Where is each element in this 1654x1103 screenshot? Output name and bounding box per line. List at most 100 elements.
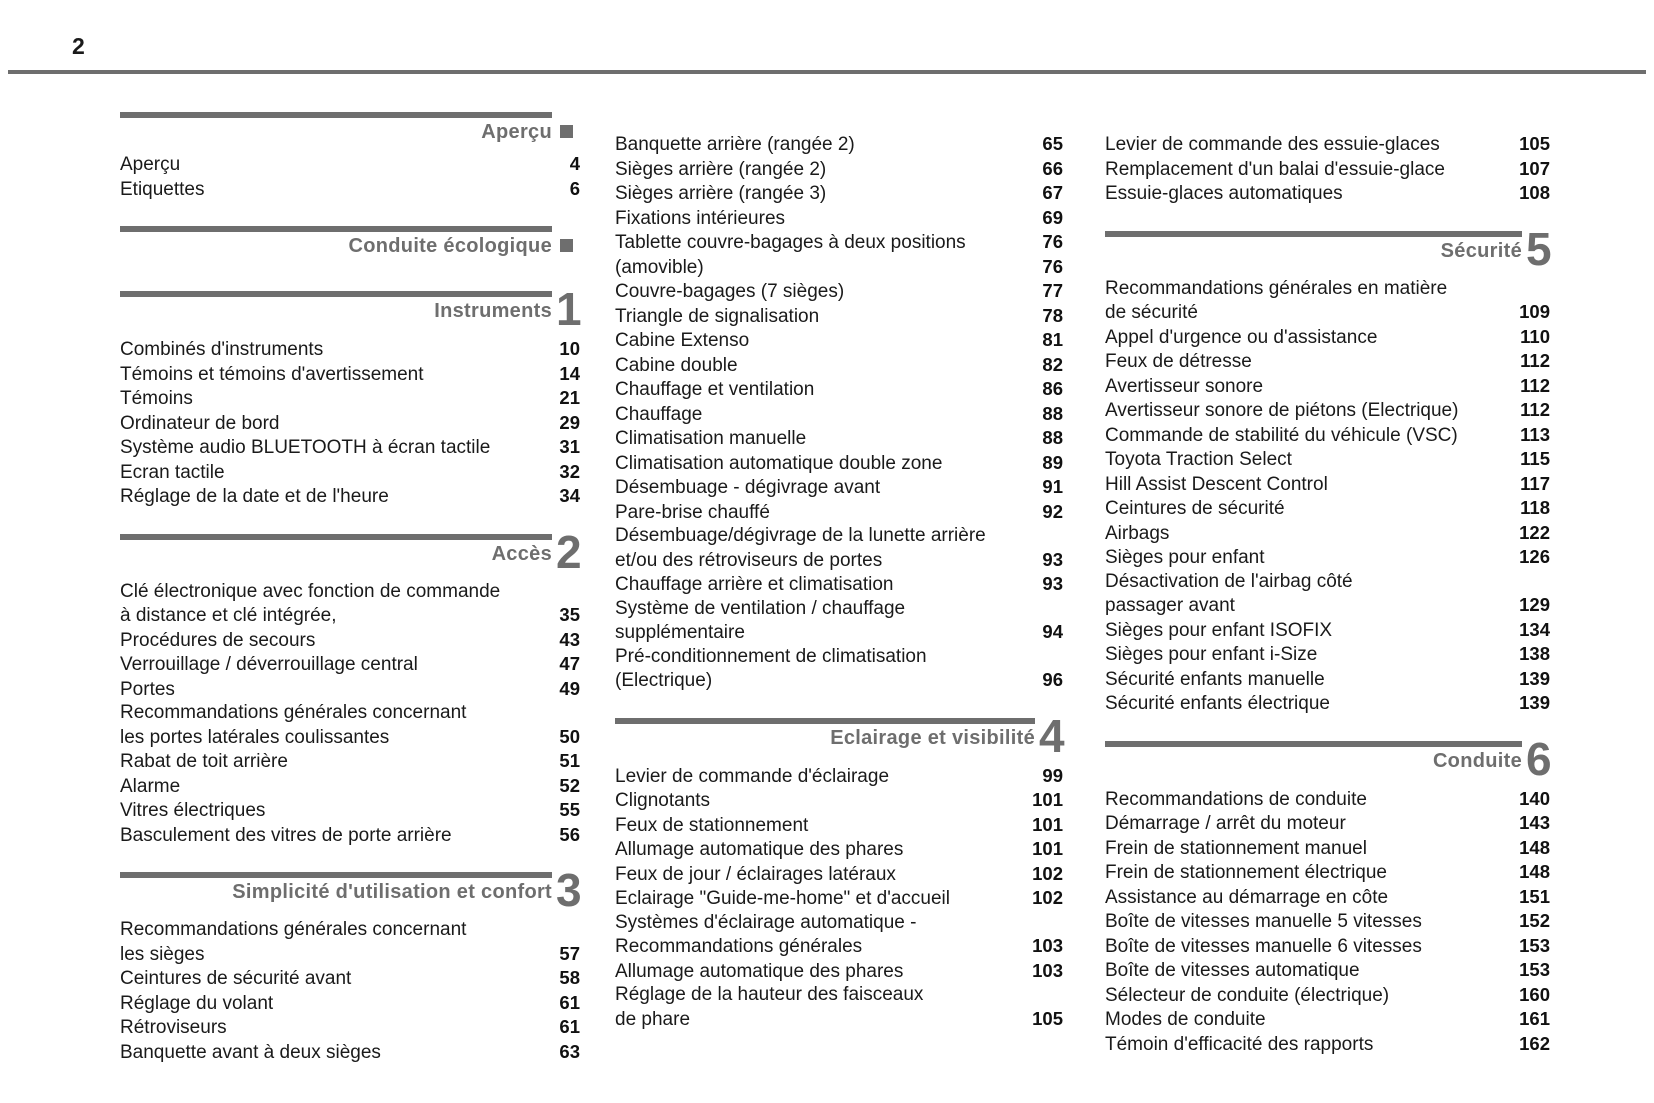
toc-entry: Sièges arrière (rangée 2) 66 bbox=[615, 157, 1063, 182]
toc-entry-line: Recommandations générales concernant bbox=[120, 918, 580, 942]
toc-entry-line: Assistance au démarrage en côte 151 bbox=[1105, 885, 1550, 910]
section-title: Conduite bbox=[1432, 749, 1522, 772]
toc-entry: Appel d'urgence ou d'assistance 110 bbox=[1105, 325, 1550, 350]
toc-entry-text: Système audio BLUETOOTH à écran tactile bbox=[120, 437, 491, 458]
toc-entry-line: Recommandations de conduite 140 bbox=[1105, 787, 1550, 812]
section-header-main: Simplicité d'utilisation et confort bbox=[120, 872, 552, 904]
toc-entry-text: Ecran tactile bbox=[120, 461, 225, 483]
toc-entry-text: Modes de conduite bbox=[1105, 1009, 1266, 1030]
toc-entry-page: 82 bbox=[1042, 353, 1063, 375]
toc-entry-page: 32 bbox=[559, 460, 580, 482]
toc-entry: Sièges arrière (rangée 3) 67 bbox=[615, 181, 1063, 206]
toc-entry-page: 31 bbox=[559, 436, 580, 457]
toc-entry-page: 112 bbox=[1520, 374, 1550, 396]
toc-entry-page: 103 bbox=[1032, 959, 1063, 981]
toc-entry-line: Portes 49 bbox=[120, 677, 580, 702]
toc-entry-text: Feux de stationnement bbox=[615, 814, 809, 836]
toc-entry-text: Chauffage et ventilation bbox=[615, 379, 815, 400]
toc-entry-page: 162 bbox=[1519, 1032, 1550, 1054]
toc-entry-text: Boîte de vitesses automatique bbox=[1105, 960, 1360, 981]
toc-entry-line: Désactivation de l'airbag côté bbox=[1105, 570, 1550, 594]
section-title: Simplicité d'utilisation et confort bbox=[232, 881, 552, 903]
toc-entry: Sièges pour enfant 126 bbox=[1105, 545, 1550, 570]
toc-entry-page: 69 bbox=[1042, 206, 1063, 228]
toc-entry: Triangle de signalisation 78 bbox=[615, 304, 1063, 329]
toc-entry-line: de sécurité 109 bbox=[1105, 300, 1550, 325]
toc-entry-page: 89 bbox=[1042, 451, 1063, 473]
toc-entry-page: 58 bbox=[559, 967, 580, 988]
toc-entry-page: 151 bbox=[1519, 885, 1550, 907]
section-header: Simplicité d'utilisation et confort 3 bbox=[120, 867, 582, 913]
toc-entry-page: 129 bbox=[1519, 594, 1550, 615]
section-header: Sécurité 5 bbox=[1105, 226, 1552, 272]
toc-entry-text: Sièges pour enfant bbox=[1105, 547, 1265, 568]
toc-entry-text: Banquette arrière (rangée 2) bbox=[615, 134, 855, 155]
toc-entry-line: Toyota Traction Select 115 bbox=[1105, 447, 1550, 472]
toc-entry-page: 65 bbox=[1042, 133, 1063, 154]
toc-entry-line: Boîte de vitesses manuelle 6 vitesses 153 bbox=[1105, 934, 1550, 959]
section-number-digit: 4 bbox=[1039, 709, 1065, 762]
toc-entry-page: 118 bbox=[1520, 497, 1550, 518]
toc-entry-page: 88 bbox=[1042, 402, 1063, 424]
toc-entry-page: 96 bbox=[1042, 669, 1063, 690]
toc-entry-line: Chauffage 88 bbox=[615, 402, 1063, 427]
toc-entry-text: Aperçu bbox=[120, 154, 181, 175]
toc-entry-text: Ordinateur de bord bbox=[120, 412, 280, 434]
toc-entry-page: 14 bbox=[559, 362, 580, 384]
toc-entry-page: 152 bbox=[1519, 910, 1550, 931]
toc-entry-line: passager avant 129 bbox=[1105, 593, 1550, 618]
toc-entry: Commande de stabilité du véhicule (VSC) 1… bbox=[1105, 423, 1550, 448]
toc-entry: Avertisseur sonore de piétons (Electriqu… bbox=[1105, 398, 1550, 423]
toc-entry-page: 78 bbox=[1042, 304, 1063, 326]
toc-entry-page: 76 bbox=[1042, 231, 1063, 252]
toc-entry-line: Témoins 21 bbox=[120, 386, 580, 411]
section-header-main: Conduite écologique bbox=[120, 226, 552, 258]
toc-entry: Climatisation manuelle 88 bbox=[615, 426, 1063, 451]
toc-entry: Feux de stationnement 101 bbox=[615, 813, 1063, 838]
toc-entry-line: Chauffage et ventilation 86 bbox=[615, 377, 1063, 402]
toc-entry-text: Témoins bbox=[120, 388, 193, 409]
toc-entry-text: Feux de détresse bbox=[1105, 351, 1252, 372]
section-number: 4 bbox=[1035, 709, 1065, 762]
toc-entry-text: Fixations intérieures bbox=[615, 207, 786, 229]
toc-entry-page: 57 bbox=[559, 942, 580, 964]
toc-entry-text: et/ou des rétroviseurs de portes bbox=[615, 549, 883, 571]
toc-entry: Sélecteur de conduite (électrique) 160 bbox=[1105, 983, 1550, 1008]
toc-entry-text: Chauffage bbox=[615, 403, 703, 425]
toc-entry-text: Sélecteur de conduite (électrique) bbox=[1105, 984, 1390, 1006]
toc-entry-page: 6 bbox=[569, 177, 580, 199]
section-bar bbox=[615, 717, 1035, 724]
toc-entry: Rabat de toit arrière 51 bbox=[120, 749, 580, 774]
toc-entry-page: 99 bbox=[1042, 764, 1063, 786]
toc-entry-line: Remplacement d'un balai d'essuie-glace 10… bbox=[1105, 157, 1550, 182]
section-header: Eclairage et visibilité 4 bbox=[615, 709, 1065, 762]
toc-entry-page: 105 bbox=[1032, 1007, 1063, 1029]
toc-entry-page: 117 bbox=[1520, 472, 1550, 494]
toc-entry: Recommandations de conduite 140 bbox=[1105, 787, 1550, 812]
toc-entry-line: Réglage de la hauteur des faisceaux bbox=[615, 983, 1063, 1007]
toc-entry-page: 66 bbox=[1042, 157, 1063, 179]
toc-entry-text: Procédures de secours bbox=[120, 629, 316, 651]
toc-entry-line: Témoins et témoins d'avertissement 14 bbox=[120, 362, 580, 387]
toc-entry-line: Hill Assist Descent Control 117 bbox=[1105, 472, 1550, 497]
section-bar bbox=[120, 291, 552, 297]
toc-entry: Airbags 122 bbox=[1105, 521, 1550, 546]
toc-entry: Frein de stationnement manuel 148 bbox=[1105, 836, 1550, 861]
toc-entry-text: Recommandations générales concernant bbox=[120, 919, 467, 940]
section-header: Conduite 6 bbox=[1105, 736, 1552, 782]
toc-entry-line: Ceintures de sécurité avant 58 bbox=[120, 966, 580, 991]
toc-entry-page: 93 bbox=[1042, 548, 1063, 570]
toc-entry-text: Boîte de vitesses manuelle 5 vitesses bbox=[1105, 911, 1422, 932]
toc-entry: Désactivation de l'airbag côté passager a… bbox=[1105, 570, 1550, 618]
toc-entry-page: 81 bbox=[1042, 329, 1063, 350]
toc-entry-text: Eclairage "Guide-me-home" et d'accueil bbox=[615, 888, 950, 909]
toc-entry: Clé électronique avec fonction de comman… bbox=[120, 580, 580, 628]
toc-entry-line: Rabat de toit arrière 51 bbox=[120, 749, 580, 774]
toc-entry-text: Recommandations générales bbox=[615, 936, 863, 957]
toc-entry-line: Sièges pour enfant 126 bbox=[1105, 545, 1550, 570]
toc-entry-text: Démarrage / arrêt du moteur bbox=[1105, 813, 1346, 834]
toc-entry-text: Sièges pour enfant i-Size bbox=[1105, 644, 1318, 665]
toc-entry-text: Réglage de la date et de l'heure bbox=[120, 486, 389, 507]
toc-entry-page: 113 bbox=[1520, 423, 1550, 445]
section-header-main: Instruments bbox=[120, 291, 552, 323]
